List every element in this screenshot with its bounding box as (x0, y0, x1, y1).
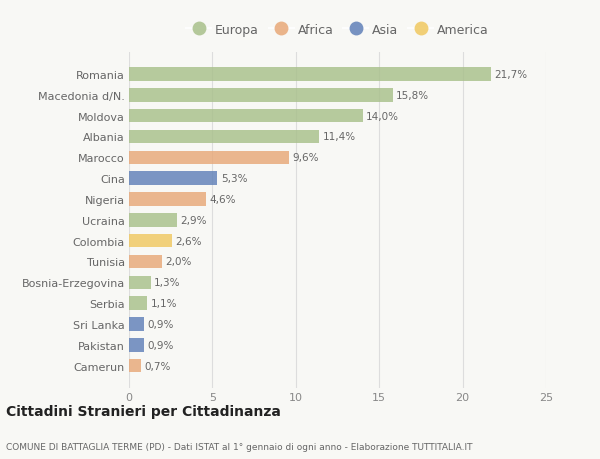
Text: 21,7%: 21,7% (494, 70, 527, 80)
Bar (129, 359, 140, 373)
Bar (129, 338, 144, 352)
Text: 2,0%: 2,0% (166, 257, 192, 267)
Text: 9,6%: 9,6% (292, 153, 319, 163)
Text: 1,1%: 1,1% (151, 298, 177, 308)
Bar (129, 297, 148, 310)
Bar (129, 318, 144, 331)
Bar (129, 172, 217, 185)
Text: 1,3%: 1,3% (154, 278, 181, 288)
Bar (129, 110, 362, 123)
Bar (129, 89, 392, 102)
Text: 0,7%: 0,7% (144, 361, 170, 371)
Bar (129, 276, 151, 290)
Bar (129, 235, 172, 248)
Text: COMUNE DI BATTAGLIA TERME (PD) - Dati ISTAT al 1° gennaio di ogni anno - Elabora: COMUNE DI BATTAGLIA TERME (PD) - Dati IS… (6, 442, 473, 451)
Bar (129, 213, 178, 227)
Text: 2,6%: 2,6% (176, 236, 202, 246)
Text: 14,0%: 14,0% (366, 112, 399, 121)
Text: 4,6%: 4,6% (209, 195, 236, 205)
Bar (129, 68, 491, 82)
Text: 0,9%: 0,9% (148, 340, 174, 350)
Bar (129, 193, 206, 206)
Text: 15,8%: 15,8% (396, 90, 429, 101)
Text: 5,3%: 5,3% (221, 174, 247, 184)
Text: Cittadini Stranieri per Cittadinanza: Cittadini Stranieri per Cittadinanza (6, 404, 281, 419)
Bar (129, 255, 163, 269)
Bar (129, 130, 319, 144)
Text: 2,9%: 2,9% (181, 215, 207, 225)
Legend: Europa, Africa, Asia, America: Europa, Africa, Asia, America (181, 19, 494, 42)
Text: 0,9%: 0,9% (148, 319, 174, 329)
Text: 11,4%: 11,4% (322, 132, 356, 142)
Bar (129, 151, 289, 165)
